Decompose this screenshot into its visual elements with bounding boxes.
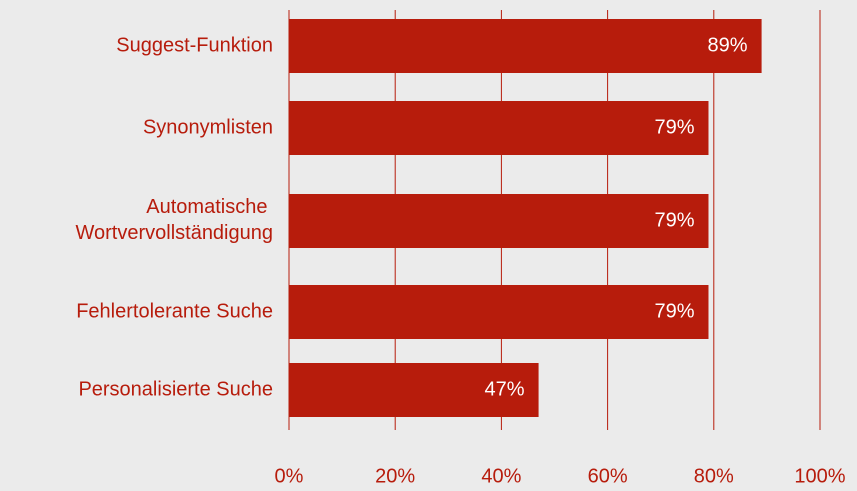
value-label: 79%	[654, 300, 694, 322]
category-label: Suggest-Funktion	[116, 34, 273, 56]
x-tick-label: 100%	[794, 465, 845, 487]
value-label: 47%	[485, 378, 525, 400]
x-tick-label: 0%	[275, 465, 304, 487]
x-tick-label: 80%	[694, 465, 734, 487]
bar	[289, 194, 709, 248]
bar	[289, 19, 762, 73]
category-label: Fehlertolerante Suche	[76, 300, 273, 322]
x-tick-label: 60%	[588, 465, 628, 487]
bar	[289, 101, 709, 155]
x-tick-label: 40%	[481, 465, 521, 487]
bar	[289, 285, 709, 339]
x-tick-label: 20%	[375, 465, 415, 487]
category-label: Personalisierte Suche	[78, 378, 273, 400]
category-label: Synonymlisten	[143, 116, 273, 138]
value-label: 89%	[708, 34, 748, 56]
category-label: Automatische Wortvervollständigung	[75, 196, 273, 244]
bar	[289, 363, 539, 417]
value-label: 79%	[654, 209, 694, 231]
value-label: 79%	[654, 116, 694, 138]
